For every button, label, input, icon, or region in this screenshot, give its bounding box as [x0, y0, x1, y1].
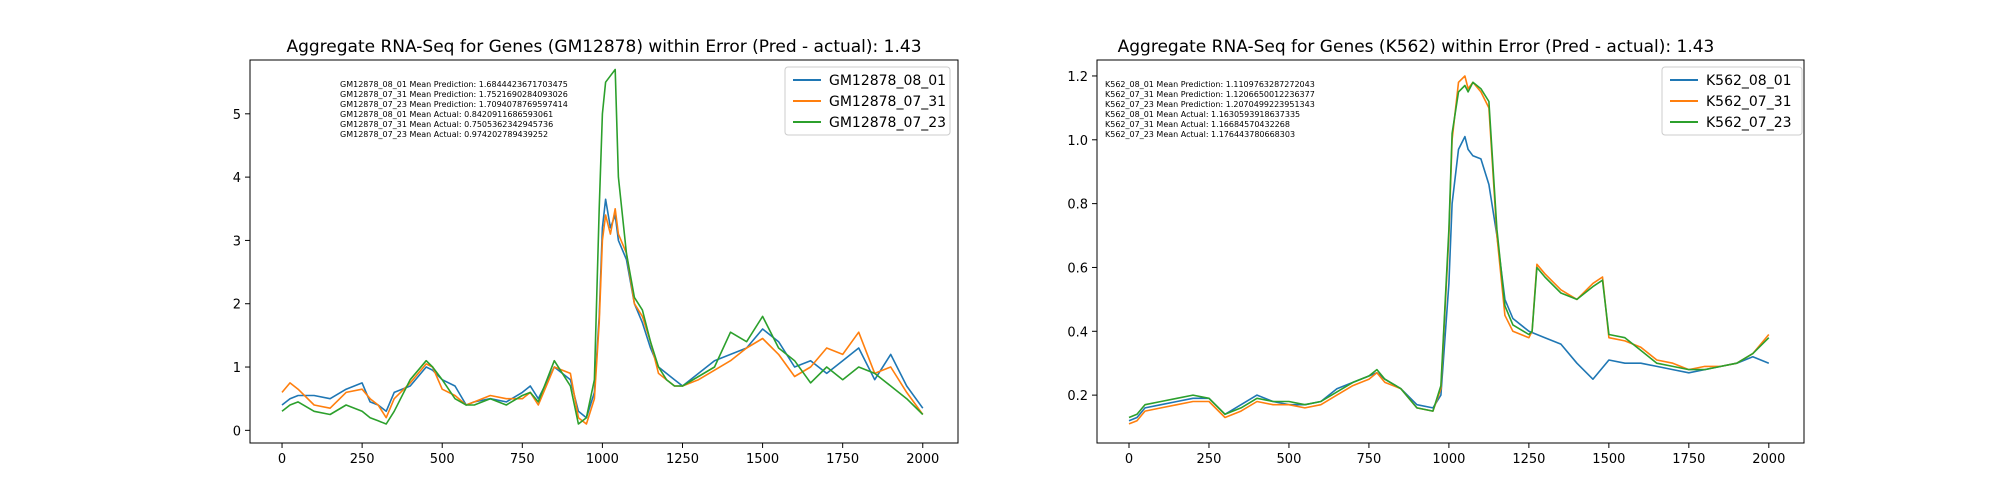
axes-frame: [1096, 59, 1805, 444]
x-tick-label: 500: [430, 452, 455, 467]
series-line-gm12878_07_31: [281, 208, 924, 425]
x-tick-label: 1000: [1432, 452, 1465, 467]
annotation-block: GM12878_08_01 Mean Prediction: 1.6844423…: [340, 80, 568, 139]
chart-title: Aggregate RNA-Seq for Genes (K562) withi…: [1118, 37, 1715, 57]
legend-frame: [1661, 66, 1803, 136]
x-tick-label: 750: [1357, 452, 1382, 467]
axes-frame: [249, 59, 959, 444]
legend-label: K562_07_23: [1706, 115, 1792, 131]
series-line-k562_08_01: [1128, 135, 1770, 422]
y-tick-label: 0: [233, 424, 241, 439]
series-line-k562_07_23: [1128, 81, 1770, 419]
annotation-line: GM12878_07_31 Mean Prediction: 1.7521690…: [340, 90, 568, 99]
annotation-line: K562_07_23 Mean Prediction: 1.2070499223…: [1105, 100, 1315, 109]
annotation-line: GM12878_08_01 Mean Actual: 0.84209116865…: [340, 110, 553, 119]
annotation-block: K562_08_01 Mean Prediction: 1.1109763287…: [1105, 80, 1315, 139]
x-tick-label: 1750: [826, 452, 859, 467]
x-tick-label: 1500: [1592, 452, 1625, 467]
y-tick-label: 1.0: [1067, 134, 1088, 149]
y-tick-label: 0.6: [1067, 261, 1088, 276]
legend: K562_08_01 K562_07_31 K562_07_23: [1661, 66, 1803, 136]
chart-panel-k562: Aggregate RNA-Seq for Genes (K562) withi…: [1067, 37, 1805, 467]
annotation-line: K562_07_31 Mean Actual: 1.1668457043226​…: [1105, 120, 1290, 129]
x-tick-label: 0: [278, 452, 286, 467]
annotation-line: GM12878_07_31 Mean Actual: 0.75053623429…: [340, 120, 553, 129]
x-tick-label: 1250: [666, 452, 699, 467]
legend-label: GM12878_07_23: [829, 115, 946, 131]
x-tick-label: 1250: [1512, 452, 1545, 467]
legend-label: K562_07_31: [1706, 94, 1792, 110]
chart-title: Aggregate RNA-Seq for Genes (GM12878) wi…: [286, 37, 921, 57]
x-tick-label: 500: [1277, 452, 1302, 467]
legend-label: GM12878_07_31: [829, 94, 946, 110]
x-tick-label: 1500: [746, 452, 779, 467]
x-tick-label: 2000: [1752, 452, 1785, 467]
y-tick-label: 0.2: [1067, 389, 1088, 404]
x-tick-label: 0: [1125, 452, 1133, 467]
x-tick-label: 250: [1197, 452, 1222, 467]
annotation-line: K562_08_01 Mean Prediction: 1.1109763287…: [1105, 80, 1315, 89]
annotation-line: GM12878_07_23 Mean Actual: 0.97420278943…: [340, 130, 548, 139]
chart-panel-gm12878: Aggregate RNA-Seq for Genes (GM12878) wi…: [233, 37, 959, 467]
y-tick-label: 1: [233, 361, 241, 376]
y-tick-label: 2: [233, 298, 241, 313]
x-tick-label: 1000: [586, 452, 619, 467]
y-tick-label: 5: [233, 108, 241, 123]
plot-area: 0 250 500 750 1000 1250 1500 1750 2000 0 1 2 3 4 5: [233, 59, 959, 467]
x-tick-label: 750: [510, 452, 535, 467]
annotation-line: GM12878_07_23 Mean Prediction: 1.7094078…: [340, 100, 568, 109]
y-tick-label: 1.2: [1067, 70, 1088, 85]
series-line-gm12878_07_23: [281, 68, 924, 425]
annotation-line: GM12878_08_01 Mean Prediction: 1.6844423…: [340, 80, 568, 89]
x-tick-label: 250: [350, 452, 375, 467]
legend-label: K562_08_01: [1706, 73, 1792, 89]
annotation-line: K562_07_23 Mean Actual: 1.17644378066830…: [1105, 130, 1295, 139]
legend: GM12878_08_01 GM12878_07_31 GM12878_07_2…: [784, 66, 951, 136]
annotation-line: K562_07_31 Mean Prediction: 1.1206650012…: [1105, 90, 1315, 99]
legend-label: GM12878_08_01: [829, 73, 946, 89]
x-tick-label: 1750: [1672, 452, 1705, 467]
y-tick-label: 0.4: [1067, 325, 1088, 340]
y-tick-label: 0.8: [1067, 198, 1088, 213]
legend-frame: [784, 66, 951, 136]
series-line-k562_07_31: [1128, 75, 1770, 425]
y-tick-label: 3: [233, 234, 241, 249]
plot-area: 0 250 500 750 1000 1250 1500 1750 2000 0.2 0.4 0.6 0…: [1067, 59, 1805, 467]
x-tick-label: 2000: [906, 452, 939, 467]
annotation-line: K562_08_01 Mean Actual: 1.16305939186373…: [1105, 110, 1300, 119]
y-tick-label: 4: [233, 171, 241, 186]
